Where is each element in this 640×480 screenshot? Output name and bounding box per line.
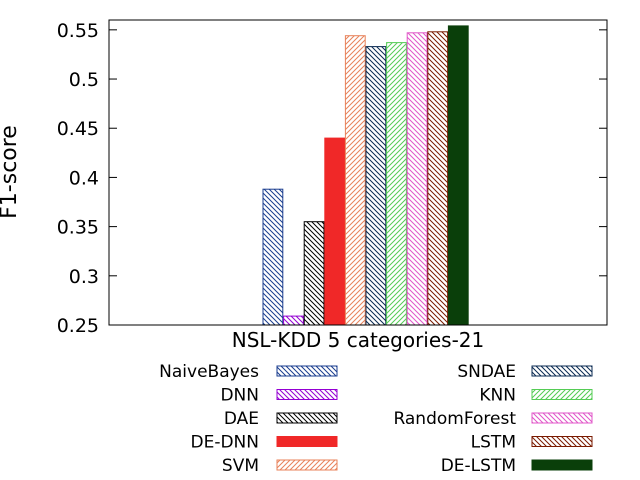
legend-item-sndae: SNDAE	[457, 362, 593, 382]
legend-item-dae: DAE	[224, 409, 338, 429]
legend-label: NaiveBayes	[159, 362, 259, 382]
plot-frame	[108, 19, 608, 326]
legend-item-de-lstm: DE-LSTM	[441, 456, 593, 476]
y-axis: 0.25 0.3 0.35 0.4 0.45 0.5 0.55	[57, 20, 607, 337]
legend-label: DE-DNN	[191, 433, 260, 453]
legend-swatch	[531, 412, 593, 424]
bar-randomforest	[406, 32, 428, 326]
legend-label: DNN	[220, 386, 259, 406]
legend-item-dnn: DNN	[220, 386, 338, 406]
legend-label: KNN	[479, 386, 516, 406]
y-tick-label: 0.45	[57, 118, 99, 140]
legend-label: RandomForest	[393, 409, 516, 429]
bar-naivebayes	[262, 188, 284, 326]
y-axis-label: F1-score	[0, 125, 22, 219]
y-tick-label: 0.3	[69, 266, 99, 288]
legend-item-svm: SVM	[222, 456, 338, 476]
legend-item-naivebayes: NaiveBayes	[159, 362, 338, 382]
bar-dae	[303, 221, 325, 326]
legend-swatch	[531, 389, 593, 400]
legend-swatch	[276, 459, 338, 471]
y-tick-label: 0.4	[69, 167, 99, 189]
bar-svm	[344, 35, 366, 326]
legend: NaiveBayes DNN DAE DE-DNN SVM SNDAE KNN RandomF…	[159, 362, 593, 476]
bars-layer	[262, 25, 469, 326]
legend-label: DAE	[224, 409, 259, 429]
x-tick-label: NSL-KDD 5 categories-21	[232, 328, 485, 352]
legend-swatch	[276, 436, 338, 447]
legend-item-lstm: LSTM	[471, 433, 593, 453]
legend-swatch	[276, 412, 338, 424]
y-tick-label: 0.5	[69, 69, 99, 91]
bar-knn	[386, 42, 407, 326]
bar-dnn	[283, 315, 304, 326]
legend-label: DE-LSTM	[441, 456, 516, 476]
legend-swatch	[531, 436, 593, 447]
legend-item-de-dnn: DE-DNN	[191, 433, 338, 453]
legend-item-knn: KNN	[479, 386, 593, 406]
y-tick-label: 0.55	[57, 20, 99, 42]
bar-lstm	[427, 31, 449, 326]
legend-swatch	[531, 459, 593, 471]
legend-label: SVM	[222, 456, 259, 476]
legend-swatch	[276, 389, 338, 400]
bar-de-dnn	[324, 137, 346, 326]
legend-swatch	[276, 365, 338, 377]
legend-label: LSTM	[471, 433, 516, 453]
legend-item-randomforest: RandomForest	[393, 409, 593, 429]
y-tick-label: 0.35	[57, 217, 99, 239]
legend-label: SNDAE	[457, 362, 516, 382]
bar-sndae	[365, 46, 387, 326]
y-tick-label: 0.25	[57, 315, 99, 337]
bar-de-lstm	[447, 25, 469, 326]
legend-swatch	[531, 365, 593, 377]
